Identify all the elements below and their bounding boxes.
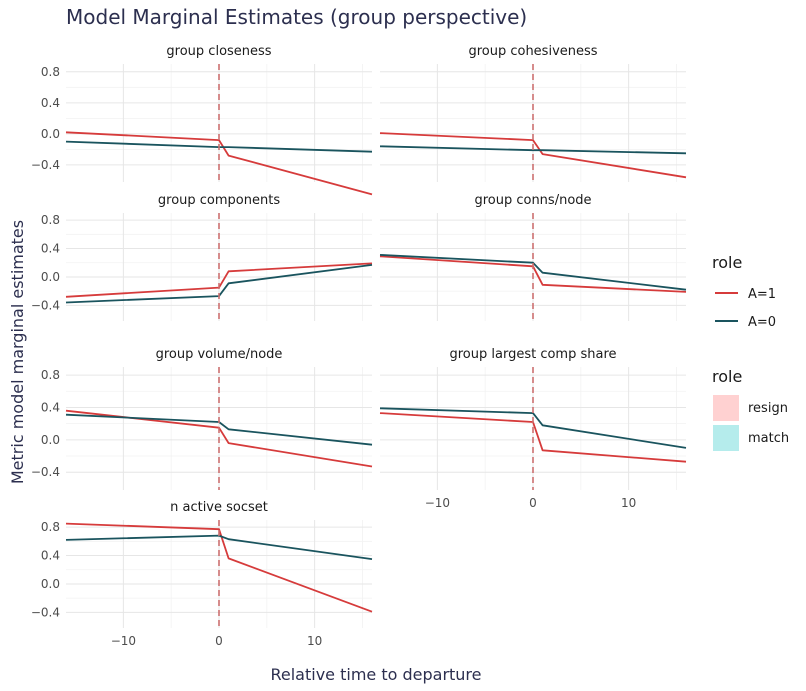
x-axis-label: Relative time to departure: [270, 665, 481, 684]
series-line-a1: [379, 412, 687, 463]
y-tick-label: 0.0: [41, 433, 60, 447]
y-tick-label: 0.8: [41, 213, 60, 227]
y-tick-label: 0.4: [41, 96, 60, 110]
y-tick-label: −0.4: [31, 465, 60, 479]
x-tick-label: 10: [621, 496, 636, 510]
legend-line-label: A=1: [748, 287, 776, 302]
x-tick-label: −10: [111, 634, 136, 648]
legends: role A=1 A=0 role resign match: [712, 253, 789, 451]
series-line-a0: [65, 534, 373, 560]
y-tick-label: −0.4: [31, 298, 60, 312]
y-tick-label: 0.0: [41, 127, 60, 141]
legend-fill-label: resign: [748, 401, 788, 416]
series-line-a0: [65, 140, 373, 153]
x-tick-label: −10: [425, 496, 450, 510]
x-tick-label: 0: [529, 496, 537, 510]
legend-fill-key: [713, 395, 739, 421]
series-line-a0: [379, 254, 687, 291]
panel-title: group closeness: [166, 44, 271, 59]
x-tick-label: 0: [215, 634, 223, 648]
series-line-a1: [65, 522, 373, 613]
panel-4: group conns/node: [379, 193, 687, 321]
facet-panels: group closeness −0.4 0.0 0.4 0.8 group cohesi…: [31, 44, 687, 648]
y-tick-label: −0.4: [31, 158, 60, 172]
series-line-a0: [65, 413, 373, 446]
panel-title: group largest comp share: [449, 347, 616, 362]
panel-1: group closeness −0.4 0.0 0.4 0.8: [31, 44, 373, 196]
legend-fill-label: match: [748, 431, 789, 446]
y-tick-label: 0.0: [41, 270, 60, 284]
panel-title: group volume/node: [156, 347, 283, 362]
panel-3: group components −0.4 0.0 0.4 0.8: [31, 193, 373, 321]
y-tick-label: 0.8: [41, 368, 60, 382]
y-tick-label: −0.4: [31, 605, 60, 619]
legend-line-title: role: [712, 253, 742, 272]
y-tick-label: 0.4: [41, 242, 60, 256]
x-tick-label: 10: [307, 634, 322, 648]
y-axis-label: Metric model marginal estimates: [8, 220, 27, 484]
series-line-a0: [379, 407, 687, 449]
y-tick-label: 0.0: [41, 577, 60, 591]
y-tick-label: 0.4: [41, 400, 60, 414]
panel-5: group volume/node −0.4 0.0 0.4 0.8: [31, 347, 373, 490]
panel-2: group cohesiveness: [379, 44, 687, 182]
y-tick-label: 0.8: [41, 520, 60, 534]
series-line-a1: [379, 132, 687, 179]
series-line-a1: [379, 255, 687, 293]
chart-title: Model Marginal Estimates (group perspect…: [66, 5, 527, 29]
panel-6: group largest comp share −10 0 10: [379, 347, 687, 510]
y-tick-label: 0.4: [41, 549, 60, 563]
panel-7: n active socset −0.4 0.0 0.4 0.8 −10 0 10: [31, 500, 373, 648]
legend-fill-key: [713, 425, 739, 451]
y-tick-label: 0.8: [41, 65, 60, 79]
legend-line-label: A=0: [748, 315, 776, 330]
panel-title: n active socset: [170, 500, 268, 515]
panel-title: group cohesiveness: [468, 44, 597, 59]
panel-title: group components: [158, 193, 280, 208]
panel-title: group conns/node: [474, 193, 591, 208]
series-line-a1: [65, 262, 373, 298]
series-line-a0: [379, 145, 687, 155]
legend-fill-title: role: [712, 367, 742, 386]
series-line-a0: [65, 264, 373, 304]
